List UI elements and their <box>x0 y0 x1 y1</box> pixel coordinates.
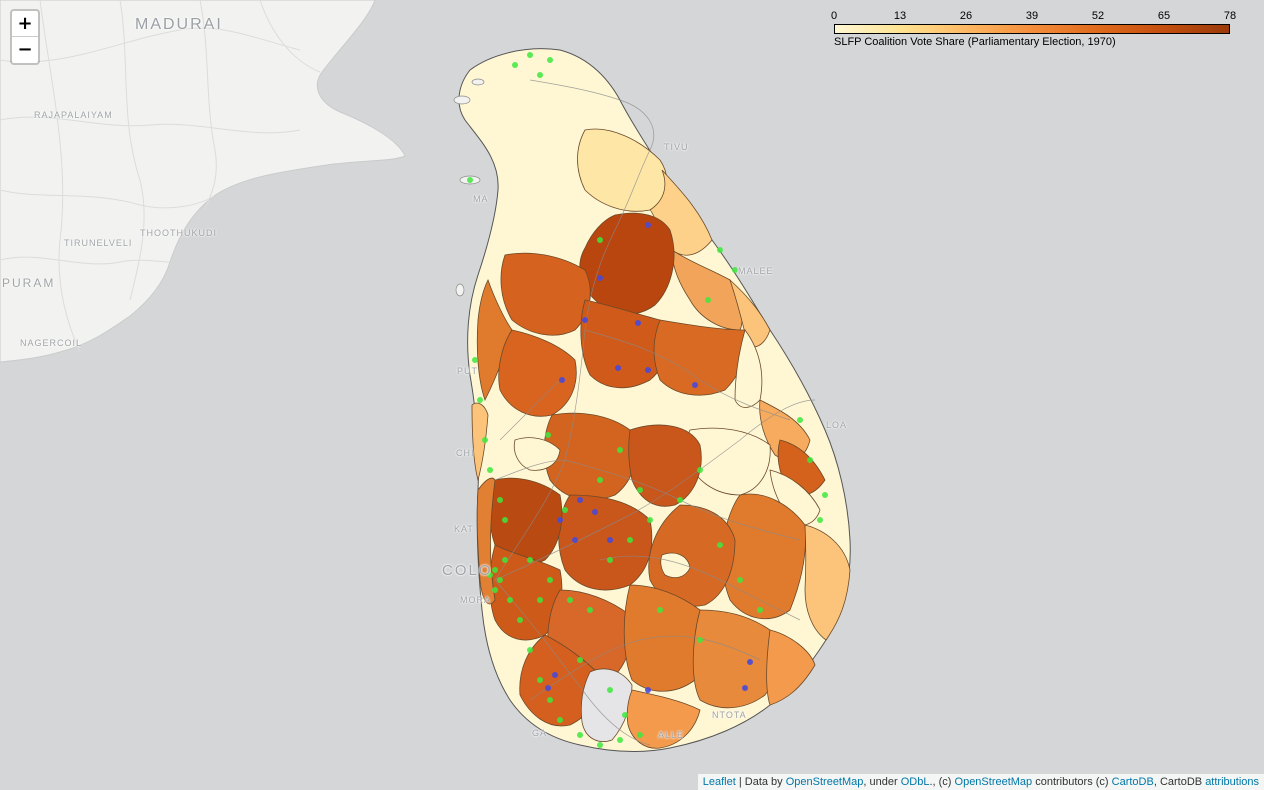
place-label-madurai: MADURAI <box>135 16 223 33</box>
northern-islands <box>453 78 485 297</box>
attributions-link[interactable]: attributions <box>1205 776 1259 788</box>
place-label-mannar: MA <box>473 194 489 204</box>
place-label-colombo: COLO <box>442 562 493 579</box>
blue-markers <box>545 222 753 693</box>
zoom-control: + − <box>10 9 40 65</box>
place-label-hambantota: NTOTA <box>712 710 747 720</box>
legend-caption: SLFP Coalition Vote Share (Parliamentary… <box>834 36 1116 48</box>
place-label-moratuwa: MORA <box>460 595 491 605</box>
place-label-matara: ALLE <box>658 730 685 740</box>
place-label-mullaitivu: TIVU <box>664 142 689 152</box>
place-label-rajapalaiyam: RAJAPALAIYAM <box>34 110 113 120</box>
zoom-out-button[interactable]: − <box>12 37 38 63</box>
cartodb-link[interactable]: CartoDB <box>1111 776 1154 788</box>
place-label-trincomalee: MALEE <box>738 266 774 276</box>
color-legend: 0 13 26 39 52 65 78 SLFP Coalition Vote Share … <box>826 10 1238 52</box>
attribution-bar: Leaflet | Data by OpenStreetMap, under O… <box>697 774 1264 790</box>
attribution-text: , under <box>863 776 901 788</box>
place-label-puttalam: PUT <box>457 366 478 376</box>
openstreetmap-link[interactable]: OpenStreetMap <box>785 776 864 788</box>
india-landmass <box>0 0 406 363</box>
place-label-tirunelveli: TIRUNELVELI <box>64 238 133 248</box>
odbl-link[interactable]: ODbL <box>900 776 930 788</box>
place-label-batticaloa: LOA <box>826 420 848 430</box>
place-label-thoothukudi: THOOTHUKUDI <box>140 228 217 238</box>
legend-tick-label: 65 <box>1157 10 1171 22</box>
leaflet-link[interactable]: Leaflet <box>702 776 736 788</box>
legend-tick-label: 13 <box>893 10 907 22</box>
openstreetmap-contributors-link[interactable]: OpenStreetMap <box>954 776 1033 788</box>
place-label-puram: PURAM <box>2 276 56 290</box>
roads <box>494 79 816 746</box>
attribution-text: , CartoDB <box>1153 776 1206 788</box>
legend-ticks: 0 13 26 39 52 65 78 <box>826 10 1238 24</box>
legend-tick-label: 78 <box>1223 10 1237 22</box>
green-markers <box>467 52 828 748</box>
place-label-nagercoil: NAGERCOIL <box>20 338 83 348</box>
place-label-galle: GA <box>532 728 548 738</box>
legend-tick-label: 39 <box>1025 10 1039 22</box>
india-roads <box>0 0 321 353</box>
legend-tick-label: 52 <box>1091 10 1105 22</box>
place-label-chilaw: CHI <box>456 448 475 458</box>
zoom-in-button[interactable]: + <box>12 11 38 37</box>
place-label-kalutara: KAT <box>454 524 474 534</box>
legend-color-bar <box>834 24 1230 34</box>
legend-tick-label: 0 <box>830 10 838 22</box>
attribution-text: ., (c) <box>929 776 955 788</box>
choropleth-regions <box>471 128 851 749</box>
attribution-text: contributors (c) <box>1032 776 1112 788</box>
legend-tick-label: 26 <box>959 10 973 22</box>
attribution-text: | Data by <box>735 776 786 788</box>
